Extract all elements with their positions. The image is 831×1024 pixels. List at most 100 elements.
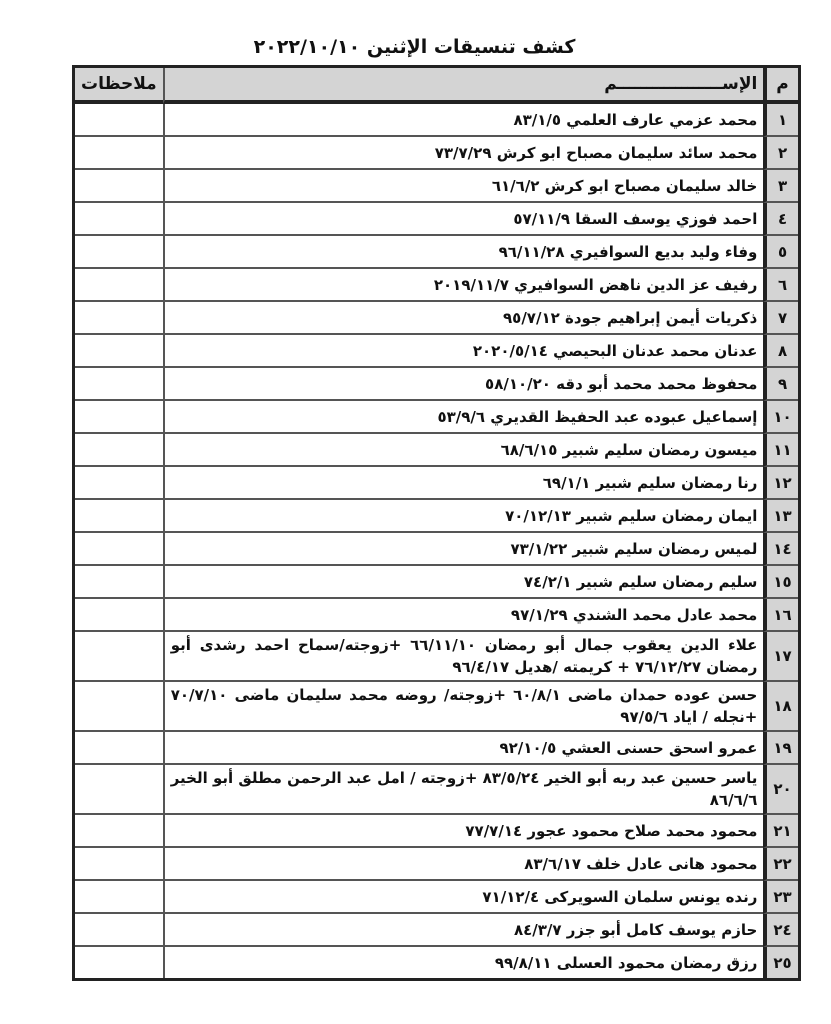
title-text: كشف تنسيقات الإثنين ٢٠٢٢/١٠/١٠ xyxy=(253,36,576,58)
row-name: ايمان رمضان سليم شبير ٧٠/١٢/١٣ xyxy=(162,500,764,533)
row-number: ٢١ xyxy=(763,815,798,848)
row-name: عدنان محمد عدنان البحيصي ٢٠٢٠/٥/١٤ xyxy=(162,335,764,368)
table-row: ٢١ محمود محمد صلاح محمود عجور ٧٧/٧/١٤ xyxy=(75,815,798,848)
row-notes xyxy=(75,732,163,765)
name-line: حازم يوسف كامل أبو جزر ٨٤/٣/٧ xyxy=(513,920,758,939)
name-line: سليم رمضان سليم شبير ٧٤/٢/١ xyxy=(523,572,758,591)
row-name: علاء الدين يعقوب جمال أبو رمضان ٦٦/١١/١٠… xyxy=(162,632,764,682)
row-number: ٢٥ xyxy=(763,947,798,978)
name-line: رنا رمضان سليم شبير ٦٩/١/١ xyxy=(542,473,758,492)
row-number: ١٠ xyxy=(763,401,798,434)
row-number: ٢٠ xyxy=(763,765,798,815)
row-number: ٦ xyxy=(763,269,798,302)
table-row: ١٧ علاء الدين يعقوب جمال أبو رمضان ٦٦/١١/… xyxy=(75,632,798,682)
row-name: محمد عزمي عارف العلمي ٨٣/١/٥ xyxy=(162,104,764,137)
row-name: عمرو اسحق حسنى العشي ٩٢/١٠/٥ xyxy=(162,732,764,765)
name-line: ذكريات أيمن إبراهيم جودة ٩٥/٧/١٢ xyxy=(503,308,758,327)
row-notes xyxy=(75,302,163,335)
row-name: محمد سائد سليمان مصباح ابو كرش ٧٣/٧/٢٩ xyxy=(162,137,764,170)
row-notes xyxy=(75,401,163,434)
name-line: عمرو اسحق حسنى العشي ٩٢/١٠/٥ xyxy=(499,738,758,757)
table-row: ٢٥ رزق رمضان محمود العسلى ٩٩/٨/١١ xyxy=(75,947,798,978)
table-row: ٩ محفوظ محمد محمد أبو دقه ٥٨/١٠/٢٠ xyxy=(75,368,798,401)
row-number: ٤ xyxy=(763,203,798,236)
row-name: ذكريات أيمن إبراهيم جودة ٩٥/٧/١٢ xyxy=(162,302,764,335)
row-notes xyxy=(75,765,163,815)
name-line: محمد عزمي عارف العلمي ٨٣/١/٥ xyxy=(513,110,758,129)
row-number: ٣ xyxy=(763,170,798,203)
names-table: م الإســــــــــــــــــم ملاحظات ١ محمد … xyxy=(72,65,801,981)
name-line: ايمان رمضان سليم شبير ٧٠/١٢/١٣ xyxy=(505,506,758,525)
row-notes xyxy=(75,599,163,632)
table-row: ١٢ رنا رمضان سليم شبير ٦٩/١/١ xyxy=(75,467,798,500)
table-row: ٤ احمد فوزي يوسف السقا ٥٧/١١/٩ xyxy=(75,203,798,236)
row-notes xyxy=(75,533,163,566)
row-name: حازم يوسف كامل أبو جزر ٨٤/٣/٧ xyxy=(162,914,764,947)
row-notes xyxy=(75,269,163,302)
row-name: إسماعيل عبوده عبد الحفيظ القديري ٥٣/٩/٦ xyxy=(162,401,764,434)
name-line: محمود هانى عادل خلف ٨٣/٦/١٧ xyxy=(524,854,758,873)
row-notes xyxy=(75,236,163,269)
table-row: ١ محمد عزمي عارف العلمي ٨٣/١/٥ xyxy=(75,104,798,137)
row-number: ٥ xyxy=(763,236,798,269)
row-notes xyxy=(75,632,163,682)
table-row: ٢ محمد سائد سليمان مصباح ابو كرش ٧٣/٧/٢٩ xyxy=(75,137,798,170)
header-notes: ملاحظات xyxy=(75,68,163,104)
table-row: ٣ خالد سليمان مصباح ابو كرش ٦١/٦/٢ xyxy=(75,170,798,203)
document-title: كشف تنسيقات الإثنين ٢٠٢٢/١٠/١٠ xyxy=(0,36,831,58)
row-notes xyxy=(75,170,163,203)
row-number: ٢٣ xyxy=(763,881,798,914)
table-row: ٢٣ رنده يونس سلمان السويركى ٧١/١٢/٤ xyxy=(75,881,798,914)
row-number: ٢٢ xyxy=(763,848,798,881)
name-line: محمد سائد سليمان مصباح ابو كرش ٧٣/٧/٢٩ xyxy=(434,143,758,162)
table-row: ٦ رفيف عز الدين ناهض السوافيري ٢٠١٩/١١/٧ xyxy=(75,269,798,302)
row-number: ١٩ xyxy=(763,732,798,765)
row-notes xyxy=(75,566,163,599)
name-line: رنده يونس سلمان السويركى ٧١/١٢/٤ xyxy=(482,887,758,906)
row-number: ١٥ xyxy=(763,566,798,599)
row-notes xyxy=(75,947,163,978)
row-name: وفاء وليد بديع السوافيري ٩٦/١١/٢٨ xyxy=(162,236,764,269)
name-line: محمد عادل محمد الشندي ٩٧/١/٢٩ xyxy=(510,605,758,624)
row-notes xyxy=(75,467,163,500)
table-header-row: م الإســــــــــــــــــم ملاحظات xyxy=(75,68,798,104)
row-notes xyxy=(75,848,163,881)
row-number: ١٢ xyxy=(763,467,798,500)
row-number: ١٧ xyxy=(763,632,798,682)
name-line: رمضان ٧٦/١٢/٢٧ + كريمته /هديل ٩٦/٤/١٧ xyxy=(452,658,758,676)
row-name: ميسون رمضان سليم شبير ٦٨/٦/١٥ xyxy=(162,434,764,467)
row-name: محمد عادل محمد الشندي ٩٧/١/٢٩ xyxy=(162,599,764,632)
name-line: حسن عوده حمدان ماضى ٦٠/٨/١ +زوجته/ روضه … xyxy=(170,686,758,704)
row-notes xyxy=(75,368,163,401)
name-line: علاء الدين يعقوب جمال أبو رمضان ٦٦/١١/١٠… xyxy=(170,636,758,654)
row-number: ١ xyxy=(763,104,798,137)
row-name: رنده يونس سلمان السويركى ٧١/١٢/٤ xyxy=(162,881,764,914)
row-name: محمود هانى عادل خلف ٨٣/٦/١٧ xyxy=(162,848,764,881)
row-notes xyxy=(75,434,163,467)
table-row: ١٦ محمد عادل محمد الشندي ٩٧/١/٢٩ xyxy=(75,599,798,632)
name-line: محفوظ محمد محمد أبو دقه ٥٨/١٠/٢٠ xyxy=(485,374,758,393)
row-name: لميس رمضان سليم شبير ٧٣/١/٢٢ xyxy=(162,533,764,566)
row-notes xyxy=(75,137,163,170)
row-name: محفوظ محمد محمد أبو دقه ٥٨/١٠/٢٠ xyxy=(162,368,764,401)
name-line: إسماعيل عبوده عبد الحفيظ القديري ٥٣/٩/٦ xyxy=(437,407,758,426)
name-line: ياسر حسين عبد ربه أبو الخير ٨٣/٥/٢٤ +زوج… xyxy=(170,769,758,787)
row-notes xyxy=(75,104,163,137)
row-name: رنا رمضان سليم شبير ٦٩/١/١ xyxy=(162,467,764,500)
row-notes xyxy=(75,203,163,236)
table-row: ١٥ سليم رمضان سليم شبير ٧٤/٢/١ xyxy=(75,566,798,599)
row-name: خالد سليمان مصباح ابو كرش ٦١/٦/٢ xyxy=(162,170,764,203)
name-line: خالد سليمان مصباح ابو كرش ٦١/٦/٢ xyxy=(491,176,758,195)
row-notes xyxy=(75,914,163,947)
table-row: ٥ وفاء وليد بديع السوافيري ٩٦/١١/٢٨ xyxy=(75,236,798,269)
table-row: ٨ عدنان محمد عدنان البحيصي ٢٠٢٠/٥/١٤ xyxy=(75,335,798,368)
table-row: ٢٢ محمود هانى عادل خلف ٨٣/٦/١٧ xyxy=(75,848,798,881)
name-line: رزق رمضان محمود العسلى ٩٩/٨/١١ xyxy=(494,953,758,972)
name-line: احمد فوزي يوسف السقا ٥٧/١١/٩ xyxy=(513,209,758,228)
name-line: محمود محمد صلاح محمود عجور ٧٧/٧/١٤ xyxy=(465,821,758,840)
name-line: ٨٦/٦/٦ xyxy=(709,791,758,809)
table-row: ١٤ لميس رمضان سليم شبير ٧٣/١/٢٢ xyxy=(75,533,798,566)
name-line: عدنان محمد عدنان البحيصي ٢٠٢٠/٥/١٤ xyxy=(472,341,758,360)
row-number: ١٦ xyxy=(763,599,798,632)
row-name: محمود محمد صلاح محمود عجور ٧٧/٧/١٤ xyxy=(162,815,764,848)
